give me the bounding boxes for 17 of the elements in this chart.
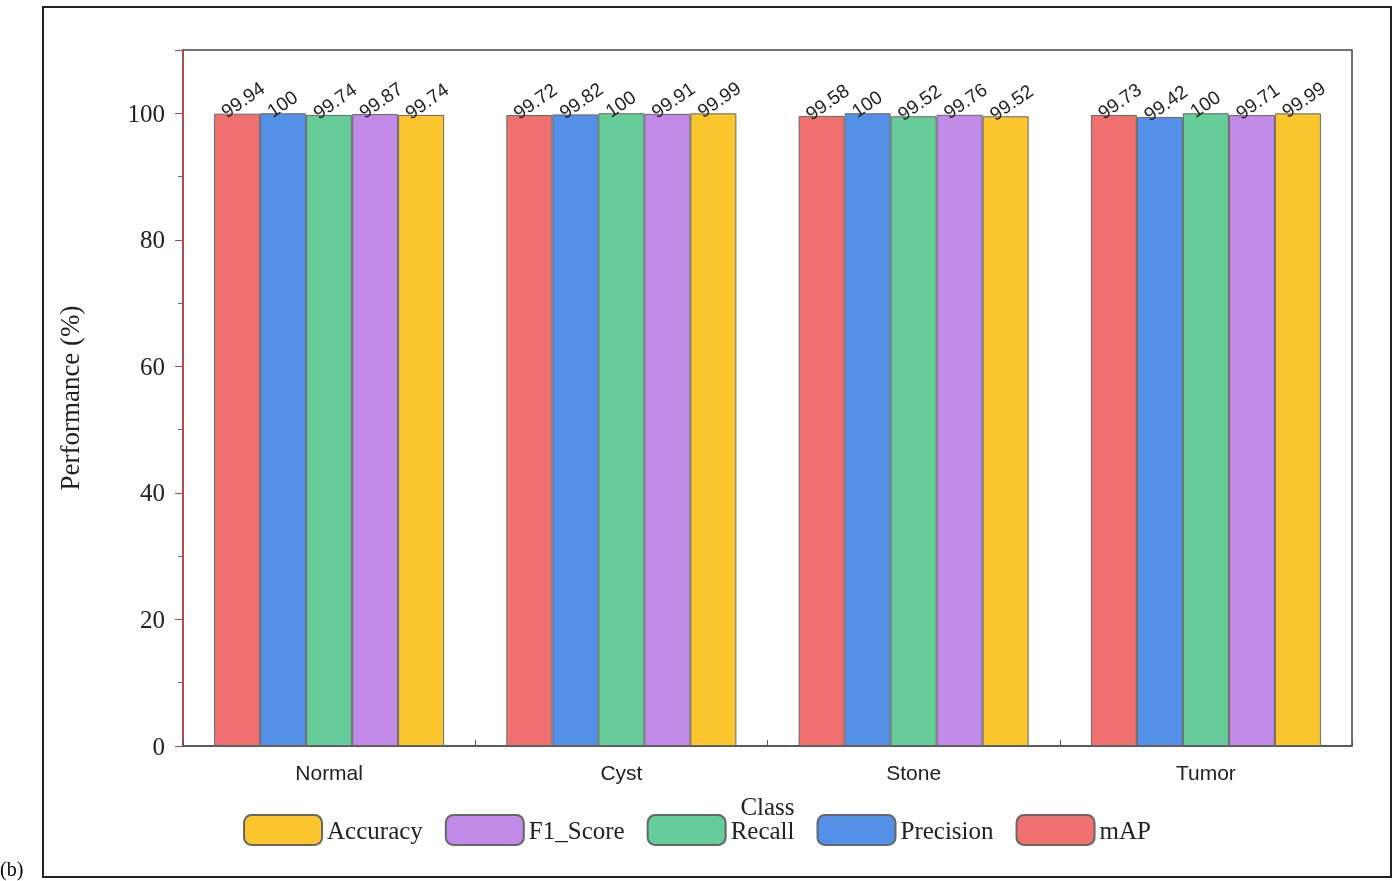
data-label: 100 [263, 86, 302, 122]
text: (b) [0, 858, 24, 881]
y-tick-label: 100 [127, 99, 165, 127]
y-axis-title: Performance (%) [54, 305, 85, 491]
legend-label: Precision [900, 816, 995, 844]
x-tick-label: Stone [886, 761, 942, 784]
legend-label: mAP [1099, 816, 1151, 844]
x-tick-label: Cyst [600, 761, 643, 784]
legend-label: Accuracy [327, 816, 424, 844]
y-tick-label: 60 [140, 352, 165, 380]
legend-label: F1_Score [528, 816, 625, 844]
x-tick-label: Normal [295, 761, 363, 784]
y-tick-label: 20 [140, 605, 165, 633]
x-tick-label: Tumor [1175, 761, 1236, 784]
y-tick-label: 0 [152, 732, 165, 760]
y-tick-label: 80 [140, 226, 165, 254]
y-tick-label: 40 [140, 479, 165, 507]
